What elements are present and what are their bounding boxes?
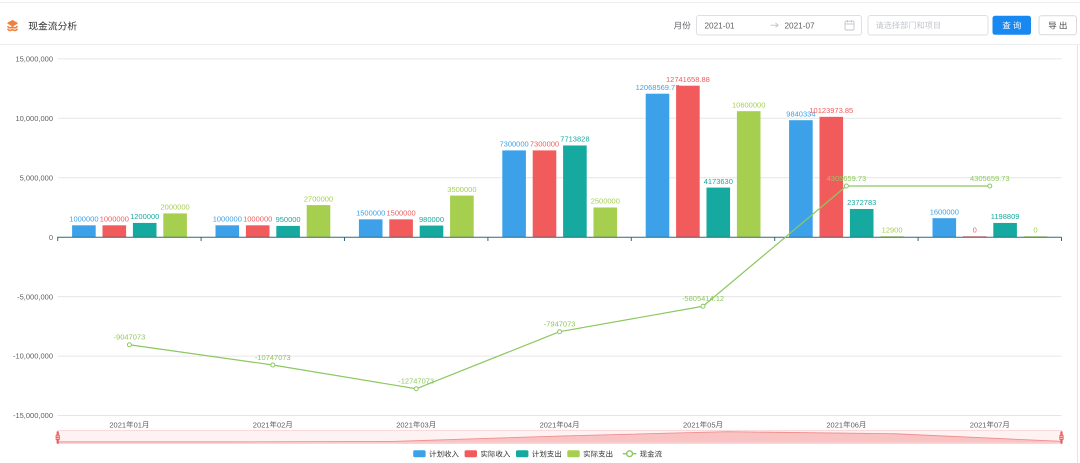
svg-text:05: 05 — [707, 420, 715, 429]
svg-text:2021-07: 2021-07 — [785, 21, 815, 30]
svg-text:4173630: 4173630 — [704, 177, 733, 186]
svg-text:-12747073: -12747073 — [398, 377, 434, 386]
svg-text:2021: 2021 — [253, 420, 270, 429]
svg-text:2021-01: 2021-01 — [705, 21, 735, 30]
svg-text:04: 04 — [564, 420, 572, 429]
svg-text:1500000: 1500000 — [356, 209, 385, 218]
svg-text:03: 03 — [420, 420, 428, 429]
svg-text:07: 07 — [994, 420, 1002, 429]
svg-text:2500000: 2500000 — [591, 197, 620, 206]
svg-text:-15,000,000: -15,000,000 — [13, 411, 53, 420]
svg-text:0: 0 — [973, 226, 977, 235]
svg-text:1600000: 1600000 — [930, 207, 959, 216]
svg-text:06: 06 — [851, 420, 859, 429]
svg-text:1198809: 1198809 — [991, 212, 1020, 221]
svg-text:-10,000,000: -10,000,000 — [13, 352, 53, 361]
svg-text:2021: 2021 — [109, 420, 126, 429]
svg-text:0: 0 — [1033, 226, 1037, 235]
svg-text:2372783: 2372783 — [847, 198, 876, 207]
svg-text:3500000: 3500000 — [447, 185, 476, 194]
svg-text:1000000: 1000000 — [243, 215, 272, 224]
svg-text:-10747073: -10747073 — [255, 353, 291, 362]
svg-text:9840334: 9840334 — [786, 109, 815, 118]
svg-text:2021: 2021 — [970, 420, 987, 429]
svg-text:12900: 12900 — [882, 226, 903, 235]
svg-text:12741658.88: 12741658.88 — [666, 75, 710, 84]
svg-text:12068569.77: 12068569.77 — [636, 83, 680, 92]
svg-text:0: 0 — [49, 233, 53, 242]
svg-text:2021: 2021 — [396, 420, 413, 429]
svg-text:980000: 980000 — [419, 215, 444, 224]
svg-text:1000000: 1000000 — [100, 215, 129, 224]
svg-text:15,000,000: 15,000,000 — [15, 54, 53, 63]
svg-text:-7947073: -7947073 — [544, 319, 576, 328]
svg-text:2021: 2021 — [683, 420, 700, 429]
svg-text:7300000: 7300000 — [530, 140, 559, 149]
svg-text:-9047073: -9047073 — [114, 333, 146, 342]
svg-text:01: 01 — [134, 420, 142, 429]
svg-text:10600000: 10600000 — [732, 100, 765, 109]
svg-text:7713828: 7713828 — [560, 135, 589, 144]
svg-text:10,000,000: 10,000,000 — [15, 114, 53, 123]
svg-text:1000000: 1000000 — [213, 215, 242, 224]
svg-text:-5,000,000: -5,000,000 — [17, 292, 53, 301]
svg-text:4305659.73: 4305659.73 — [827, 174, 867, 183]
svg-text:4305659.73: 4305659.73 — [970, 174, 1010, 183]
svg-text:2700000: 2700000 — [304, 194, 333, 203]
svg-text:10123973.85: 10123973.85 — [809, 106, 853, 115]
svg-text:5,000,000: 5,000,000 — [20, 173, 53, 182]
svg-text:950000: 950000 — [276, 215, 301, 224]
svg-text:1200000: 1200000 — [130, 212, 159, 221]
svg-text:1500000: 1500000 — [386, 209, 415, 218]
svg-text:02: 02 — [277, 420, 285, 429]
svg-text:7300000: 7300000 — [499, 140, 528, 149]
svg-text:2021: 2021 — [826, 420, 843, 429]
svg-text:2021: 2021 — [540, 420, 557, 429]
svg-text:-5805414.12: -5805414.12 — [682, 294, 724, 303]
svg-text:1000000: 1000000 — [69, 215, 98, 224]
svg-text:2000000: 2000000 — [160, 203, 189, 212]
